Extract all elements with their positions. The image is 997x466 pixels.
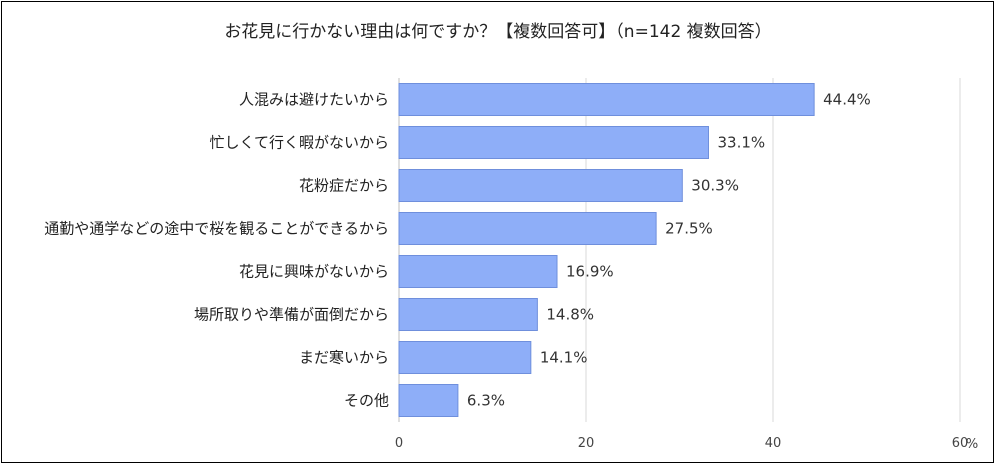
value-label: 14.1% [540, 349, 588, 367]
bar [398, 255, 558, 288]
category-label: 忙しくて行く暇がないから [209, 134, 389, 152]
bars [398, 83, 815, 417]
value-label: 33.1% [717, 134, 765, 152]
bar [398, 384, 459, 417]
bar [398, 126, 709, 159]
category-label: 通勤や通学などの途中で桜を観ることができるから [44, 220, 389, 238]
x-tick-label: 20 [578, 436, 595, 451]
bar [398, 83, 815, 116]
chart-title: お花見に行かない理由は何ですか？【複数回答可】（n=142 複数回答） [224, 22, 771, 42]
x-tick-label: 60 [952, 436, 969, 451]
value-label: 16.9% [566, 263, 614, 281]
category-label: 花粉症だから [299, 177, 389, 195]
category-label: 場所取りや準備が面倒だから [194, 306, 389, 324]
bar [398, 169, 683, 202]
category-labels: 人混みは避けたいから忙しくて行く暇がないから花粉症だから通勤や通学などの途中で桜… [44, 91, 389, 410]
bar [398, 298, 538, 331]
value-label: 14.8% [546, 306, 594, 324]
x-axis-unit: % [966, 437, 978, 452]
x-axis-ticks: 0 20 40 60 [395, 436, 968, 451]
bar [398, 341, 532, 374]
value-label: 27.5% [665, 220, 713, 238]
category-label: その他 [344, 392, 389, 410]
value-labels: 44.4% 33.1% 30.3% 27.5% 16.9% 14.8% 14.1% 6.3% [467, 91, 871, 410]
value-label: 44.4% [823, 91, 871, 109]
value-label: 30.3% [691, 177, 739, 195]
value-label: 6.3% [467, 392, 505, 410]
category-label: 花見に興味がないから [239, 263, 389, 281]
category-label: まだ寒いから [299, 349, 389, 367]
bar [398, 212, 657, 245]
x-tick-label: 0 [395, 436, 403, 451]
x-tick-label: 40 [765, 436, 782, 451]
category-label: 人混みは避けたいから [239, 91, 389, 109]
